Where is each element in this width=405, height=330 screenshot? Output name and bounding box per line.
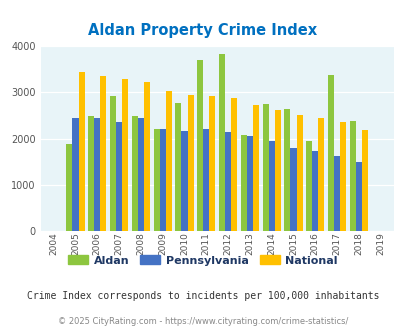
Bar (181, 131, 187, 231)
Bar (218, 53, 224, 231)
Bar (230, 98, 237, 231)
Bar (240, 135, 246, 231)
Bar (110, 96, 116, 231)
Bar (224, 132, 230, 231)
Bar (349, 120, 355, 231)
Bar (153, 129, 159, 231)
Bar (318, 118, 324, 231)
Bar (175, 104, 181, 231)
Text: Aldan Property Crime Index: Aldan Property Crime Index (88, 23, 317, 38)
Bar (122, 80, 128, 231)
Bar (72, 118, 78, 231)
Bar (361, 130, 367, 231)
Bar (262, 104, 268, 231)
Bar (311, 151, 318, 231)
Legend: Aldan, Pennsylvania, National: Aldan, Pennsylvania, National (64, 251, 341, 270)
Bar (159, 129, 165, 231)
Bar (88, 116, 94, 231)
Bar (165, 90, 171, 231)
Bar (116, 121, 122, 231)
Bar (209, 96, 215, 231)
Bar (246, 136, 252, 231)
Bar (252, 105, 258, 231)
Bar (284, 109, 290, 231)
Bar (355, 162, 361, 231)
Bar (339, 122, 345, 231)
Bar (268, 141, 274, 231)
Bar (131, 116, 138, 231)
Bar (66, 144, 72, 231)
Bar (187, 95, 193, 231)
Bar (290, 148, 296, 231)
Bar (100, 76, 106, 231)
Bar (296, 115, 302, 231)
Text: © 2025 CityRating.com - https://www.cityrating.com/crime-statistics/: © 2025 CityRating.com - https://www.city… (58, 317, 347, 326)
Bar (197, 60, 203, 231)
Bar (327, 75, 333, 231)
Bar (78, 72, 84, 231)
Text: Crime Index corresponds to incidents per 100,000 inhabitants: Crime Index corresponds to incidents per… (27, 291, 378, 301)
Bar (333, 156, 339, 231)
Bar (144, 82, 150, 231)
Bar (138, 118, 144, 231)
Bar (94, 118, 100, 231)
Bar (274, 110, 280, 231)
Bar (305, 141, 311, 231)
Bar (203, 129, 209, 231)
